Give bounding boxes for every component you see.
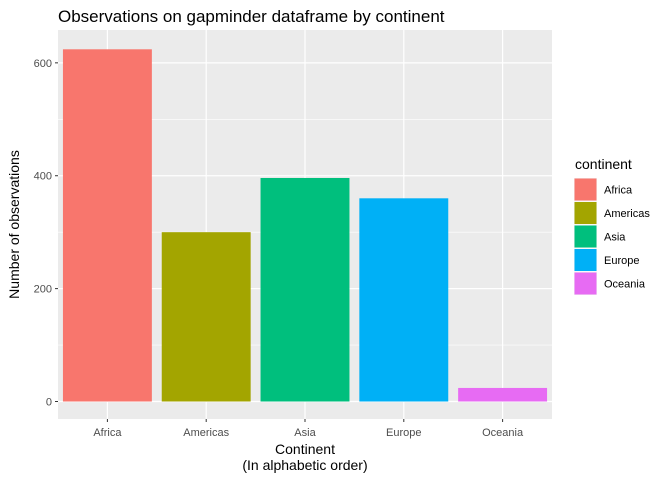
y-axis-title: Number of observations [6,150,22,299]
x-tick-label: Oceania [482,427,524,439]
legend: continent Africa Americas Asia Europe Oceani… [574,156,650,295]
x-tick-label: Europe [386,427,421,439]
legend-label: Africa [604,185,633,197]
bar-oceania [458,387,548,402]
x-tick-label: Africa [93,427,122,439]
y-axis-ticks: 0 200 400 600 [34,58,58,409]
chart-title: Observations on gapminder dataframe by c… [58,7,445,26]
bar-asia [260,177,350,402]
x-tick-label: Americas [183,427,229,439]
bars [62,49,548,402]
legend-key-africa [574,178,597,201]
y-tick-label: 600 [34,58,52,70]
legend-label: Europe [604,255,639,267]
x-axis-ticks: Africa Americas Asia Europe Oceania [93,419,524,439]
bar-americas [161,232,251,402]
bar-europe [359,198,449,402]
legend-key-asia [574,225,597,248]
x-tick-label: Asia [294,427,316,439]
legend-key-europe [574,249,597,271]
legend-label: Asia [604,232,626,244]
x-axis-subtitle: (In alphabetic order) [242,457,367,473]
legend-title: continent [575,156,632,172]
legend-key-oceania [574,272,597,295]
bar-africa [62,49,152,402]
legend-key-americas [574,202,597,224]
legend-label: Americas [604,208,650,220]
y-tick-label: 400 [34,171,52,183]
legend-label: Oceania [604,279,646,291]
y-tick-label: 200 [34,284,52,296]
y-tick-label: 0 [46,397,52,409]
x-axis-title: Continent [275,441,335,457]
